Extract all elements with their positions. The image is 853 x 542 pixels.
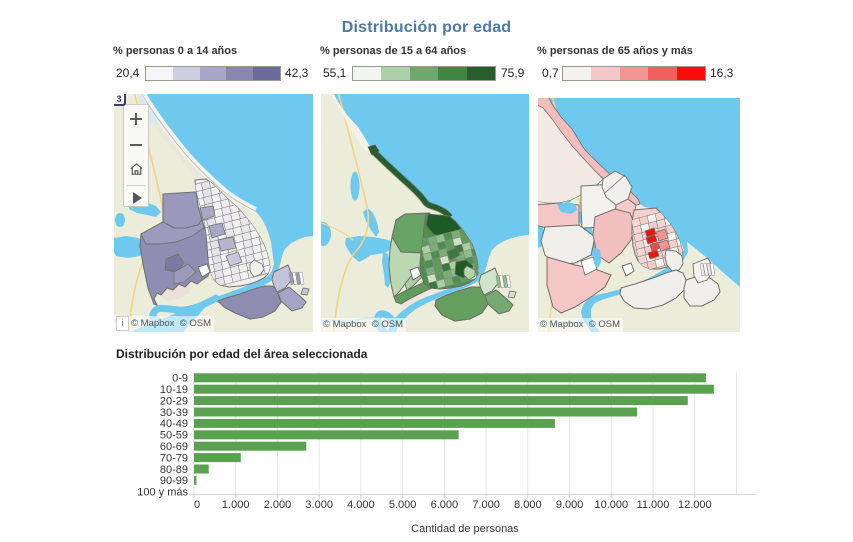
svg-text:50-59: 50-59 [160, 430, 188, 442]
svg-text:100 y más: 100 y más [137, 487, 188, 499]
svg-text:Cantidad de personas: Cantidad de personas [411, 523, 519, 535]
svg-text:30-39: 30-39 [160, 407, 188, 419]
svg-text:12.000: 12.000 [678, 499, 712, 511]
svg-text:6.000: 6.000 [431, 499, 459, 511]
svg-text:7.000: 7.000 [472, 499, 500, 511]
svg-text:1.000: 1.000 [222, 499, 250, 511]
svg-text:5.000: 5.000 [389, 499, 417, 511]
svg-text:20-29: 20-29 [160, 395, 188, 407]
svg-text:4.000: 4.000 [347, 499, 375, 511]
svg-text:10-19: 10-19 [160, 384, 188, 396]
svg-text:40-49: 40-49 [160, 418, 188, 430]
svg-text:8.000: 8.000 [514, 499, 542, 511]
svg-text:70-79: 70-79 [160, 452, 188, 464]
svg-text:11.000: 11.000 [637, 499, 670, 511]
svg-text:9.000: 9.000 [556, 499, 584, 511]
svg-text:90-99: 90-99 [160, 475, 188, 487]
svg-text:60-69: 60-69 [160, 441, 188, 453]
svg-text:10.000: 10.000 [594, 499, 628, 511]
svg-text:2.000: 2.000 [264, 499, 292, 511]
svg-text:80-89: 80-89 [160, 464, 188, 476]
svg-text:0: 0 [194, 499, 200, 511]
svg-text:3.000: 3.000 [305, 499, 333, 511]
svg-text:0-9: 0-9 [172, 373, 188, 385]
